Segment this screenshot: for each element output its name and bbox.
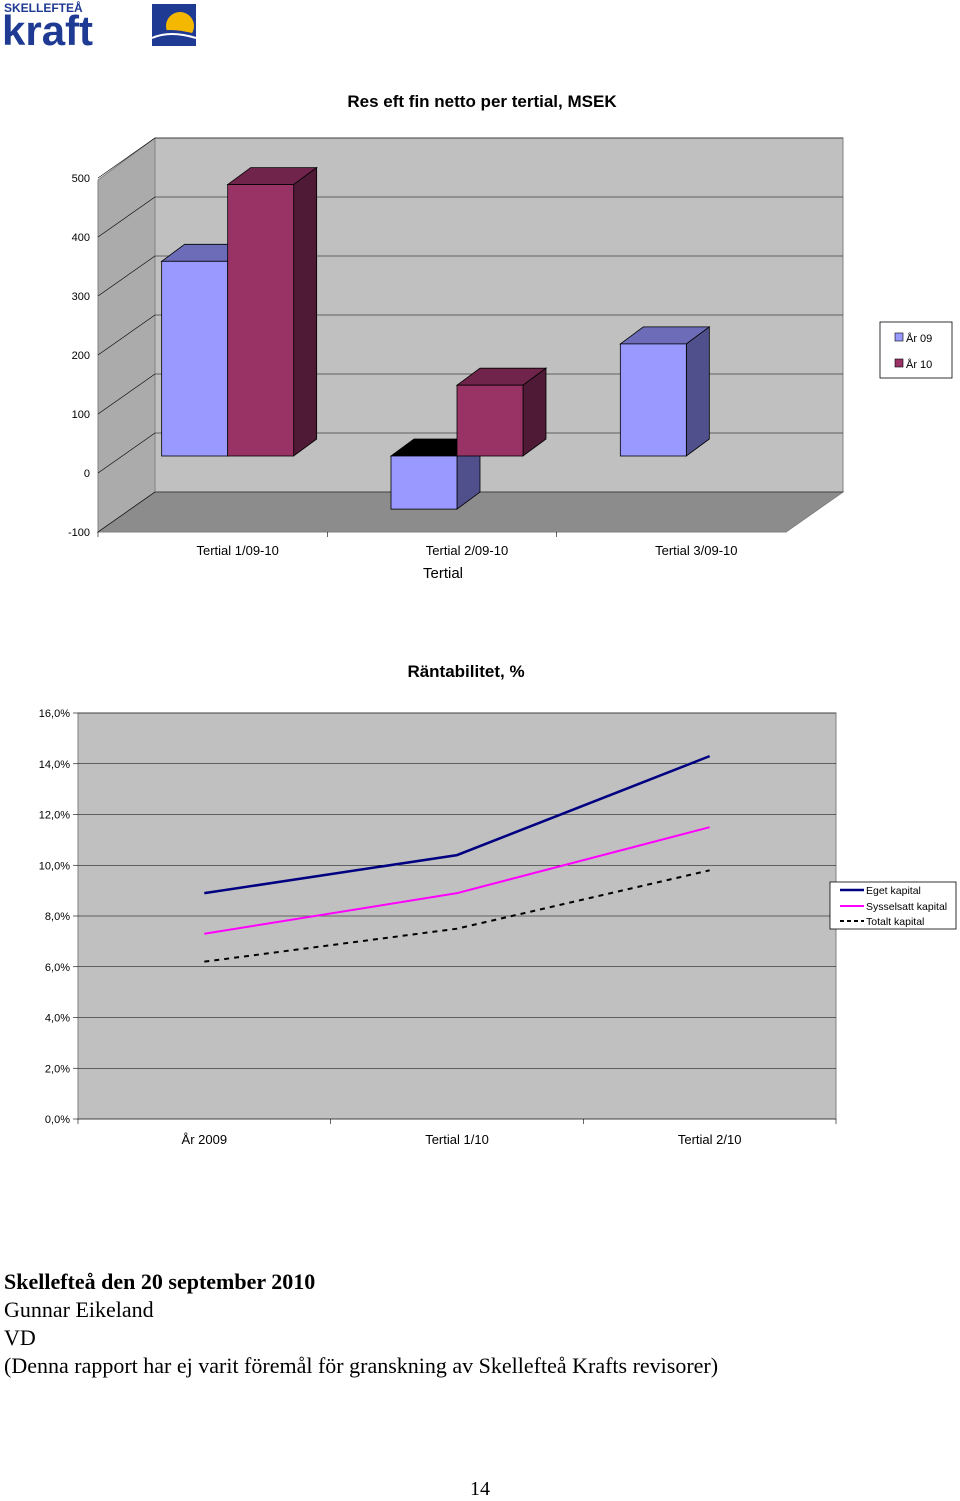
y-tick-label: -100	[68, 527, 90, 539]
logo-main-text: kraft	[2, 7, 93, 50]
audit-note: (Denna rapport har ej varit föremål för …	[4, 1352, 718, 1380]
y-tick-label: 6,0%	[45, 962, 70, 974]
y-tick-label: 2,0%	[45, 1063, 70, 1075]
line-chart-rantabilitet: Räntabilitet, % 0,0% 2,0% 4,0% 6,0% 8,0% 10,0…	[0, 650, 960, 1150]
legend-label-sysselsatt-kapital: Sysselsatt kapital	[866, 901, 947, 913]
x-tick-label: Tertial 1/10	[425, 1132, 489, 1147]
x-tick-label: Tertial 1/09-10	[196, 543, 278, 558]
y-tick-label: 300	[72, 291, 90, 303]
y-tick-label: 16,0%	[39, 708, 70, 720]
y-tick-label: 0,0%	[45, 1114, 70, 1126]
legend-label-ar-09: År 09	[906, 332, 932, 345]
skelleftea-kraft-logo: SKELLEFTEÅ kraft	[0, 0, 200, 50]
y-tick-label: 500	[72, 173, 90, 185]
signature-place-date: Skellefteå den 20 september 2010	[4, 1268, 315, 1296]
y-tick-label: 10,0%	[39, 860, 70, 872]
y-tick-label: 14,0%	[39, 759, 70, 771]
signature-name: Gunnar Eikeland	[4, 1296, 154, 1324]
chart1-legend: År 09 År 10	[880, 322, 952, 378]
y-tick-label: 0	[84, 468, 90, 480]
x-tick-label: Tertial 3/09-10	[655, 543, 737, 558]
signature-role: VD	[4, 1324, 36, 1352]
bar-ar-10-tertial-2-09-10	[457, 368, 546, 456]
chart2-legend: Eget kapital Sysselsatt kapital Totalt k…	[830, 882, 956, 929]
bar-ar-10-tertial-1-09-10	[228, 168, 317, 456]
bar-ar-09-tertial-3-09-10	[620, 327, 709, 456]
y-tick-label: 100	[72, 409, 90, 421]
x-tick-label: Tertial 2/10	[678, 1132, 742, 1147]
y-tick-label: 8,0%	[45, 911, 70, 923]
y-tick-label: 200	[72, 350, 90, 362]
x-tick-label: År 2009	[182, 1132, 228, 1147]
legend-label-eget-kapital: Eget kapital	[866, 885, 921, 897]
sun-wave-icon	[152, 4, 196, 46]
x-tick-label: Tertial 2/09-10	[426, 543, 508, 558]
legend-swatch-ar-09	[895, 333, 903, 341]
chart2-title: Räntabilitet, %	[407, 662, 524, 681]
chart1-title: Res eft fin netto per tertial, MSEK	[347, 92, 617, 111]
legend-swatch-ar-10	[895, 359, 903, 367]
y-tick-label: 12,0%	[39, 810, 70, 822]
bar-chart-results: Res eft fin netto per tertial, MSEK -100…	[0, 80, 960, 590]
legend-label-ar-10: År 10	[906, 358, 932, 371]
y-tick-label: 400	[72, 232, 90, 244]
chart1-xlabel: Tertial	[423, 565, 463, 582]
y-tick-label: 4,0%	[45, 1013, 70, 1025]
legend-label-totalt-kapital: Totalt kapital	[866, 916, 924, 928]
